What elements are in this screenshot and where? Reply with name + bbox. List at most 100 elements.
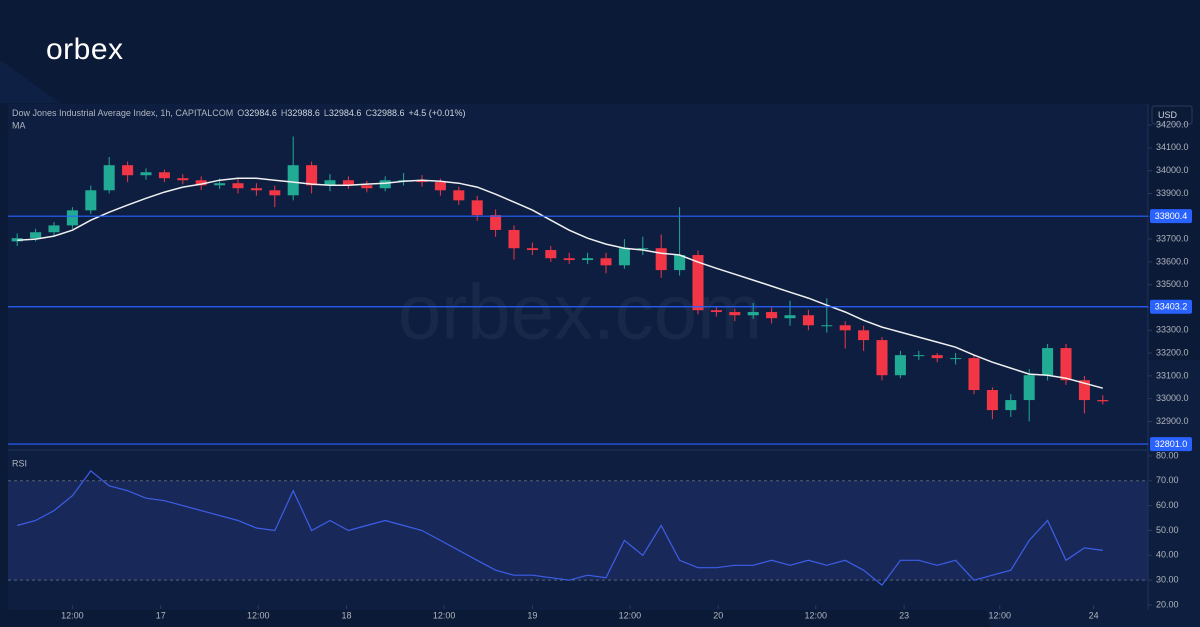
change: +4.5 (+0.01%) bbox=[409, 108, 466, 118]
candle-body bbox=[85, 190, 97, 211]
candle-body bbox=[508, 229, 520, 249]
header-value: 32984.6 bbox=[244, 108, 277, 118]
candle-body bbox=[526, 248, 538, 251]
y-tick-label: 33200.0 bbox=[1156, 347, 1189, 357]
candle-body bbox=[802, 315, 814, 326]
header-key: O bbox=[237, 108, 244, 118]
level-label-box bbox=[1150, 437, 1192, 452]
y-tick-label: 30.00 bbox=[1156, 575, 1179, 585]
candle-body bbox=[674, 255, 686, 271]
candle-body bbox=[122, 165, 134, 176]
y-tick-label: 33600.0 bbox=[1156, 256, 1189, 266]
logo: orbex bbox=[46, 33, 124, 66]
candle-body bbox=[876, 340, 888, 376]
candle-body bbox=[232, 183, 244, 189]
candle-body bbox=[563, 258, 575, 261]
candle-body bbox=[490, 215, 502, 230]
plot-area bbox=[8, 104, 1148, 610]
candle-body bbox=[416, 180, 428, 183]
candle-body bbox=[747, 312, 759, 316]
candle-body bbox=[48, 225, 60, 233]
header-key: H bbox=[281, 108, 288, 118]
candle-body bbox=[1023, 375, 1035, 401]
header-key: C bbox=[365, 108, 372, 118]
level-label: 32801.0 bbox=[1155, 439, 1188, 449]
x-tick-label: 20 bbox=[713, 610, 723, 620]
candle-body bbox=[103, 165, 115, 191]
header-value: 32988.6 bbox=[372, 108, 405, 118]
candle-body bbox=[784, 315, 796, 319]
candle-body bbox=[582, 258, 594, 261]
y-tick-label: 33100.0 bbox=[1156, 370, 1189, 380]
header: Dow Jones Industrial Average Index, 1h, … bbox=[12, 108, 466, 118]
y-tick-label: 80.00 bbox=[1156, 450, 1179, 460]
candle-body bbox=[931, 355, 943, 359]
candle-body bbox=[913, 355, 925, 357]
level-label: 33800.4 bbox=[1155, 211, 1188, 221]
level-label-box bbox=[1150, 209, 1192, 224]
rsi-band bbox=[8, 480, 1148, 581]
header-value: 32988.6 bbox=[287, 108, 320, 118]
instrument-title: Dow Jones Industrial Average Index, 1h, … bbox=[12, 108, 233, 118]
candle-body bbox=[894, 355, 906, 376]
currency-box bbox=[1151, 105, 1193, 125]
candle-body bbox=[1097, 400, 1109, 402]
x-tick-label: 17 bbox=[156, 610, 166, 620]
candle-body bbox=[195, 180, 207, 186]
candle-body bbox=[158, 172, 170, 179]
y-tick-label: 33900.0 bbox=[1156, 188, 1189, 198]
candle-body bbox=[1060, 348, 1072, 381]
header-value: 32984.6 bbox=[329, 108, 362, 118]
y-tick-label: 33500.0 bbox=[1156, 279, 1189, 289]
y-tick-label: 50.00 bbox=[1156, 525, 1179, 535]
indicator-label: MA bbox=[12, 120, 26, 130]
x-tick-label: 19 bbox=[527, 610, 537, 620]
decor bbox=[0, 60, 60, 103]
y-tick-label: 40.00 bbox=[1156, 550, 1179, 560]
x-tick-label: 23 bbox=[899, 610, 909, 620]
x-tick-label: 12:00 bbox=[988, 610, 1011, 620]
candle-body bbox=[342, 180, 354, 186]
x-tick-label: 12:00 bbox=[61, 610, 84, 620]
candle-body bbox=[324, 180, 336, 186]
x-tick-label: 12:00 bbox=[247, 610, 270, 620]
header-values: O32984.6 H32988.6 L32984.6 C32988.6 bbox=[237, 108, 404, 118]
candle-body bbox=[637, 248, 649, 250]
candle-body bbox=[471, 200, 483, 216]
rsi-label: RSI bbox=[12, 458, 27, 468]
candle-body bbox=[140, 172, 152, 176]
x-tick-label: 12:00 bbox=[433, 610, 456, 620]
candle-body bbox=[453, 190, 465, 201]
y-tick-label: 33300.0 bbox=[1156, 325, 1189, 335]
candle-body bbox=[177, 178, 189, 181]
x-tick-label: 18 bbox=[342, 610, 352, 620]
candle-body bbox=[214, 183, 226, 186]
y-tick-label: 34000.0 bbox=[1156, 165, 1189, 175]
candle-body bbox=[30, 232, 42, 239]
candle-body bbox=[710, 310, 722, 313]
candle-body bbox=[950, 358, 962, 360]
watermark: orbex.com bbox=[398, 268, 762, 356]
y-tick-label: 33700.0 bbox=[1156, 233, 1189, 243]
y-tick-label: 33000.0 bbox=[1156, 393, 1189, 403]
y-tick-label: 60.00 bbox=[1156, 500, 1179, 510]
candle-body bbox=[766, 312, 778, 319]
candle-body bbox=[821, 325, 833, 327]
candle-body bbox=[858, 330, 870, 341]
currency: USD bbox=[1158, 110, 1178, 120]
candle-body bbox=[968, 358, 980, 391]
header-key: L bbox=[324, 108, 329, 118]
candle-body bbox=[600, 258, 612, 266]
level-label: 33403.2 bbox=[1155, 302, 1188, 312]
candle-body bbox=[1005, 400, 1017, 411]
candle-body bbox=[729, 312, 741, 316]
candle-body bbox=[269, 190, 281, 196]
candle-body bbox=[692, 255, 704, 311]
candle-body bbox=[361, 185, 373, 189]
candle-body bbox=[655, 248, 667, 271]
y-tick-label: 32900.0 bbox=[1156, 416, 1189, 426]
rsi-line bbox=[17, 470, 1103, 586]
y-tick-label: 34200.0 bbox=[1156, 119, 1189, 129]
candle-body bbox=[545, 250, 557, 259]
